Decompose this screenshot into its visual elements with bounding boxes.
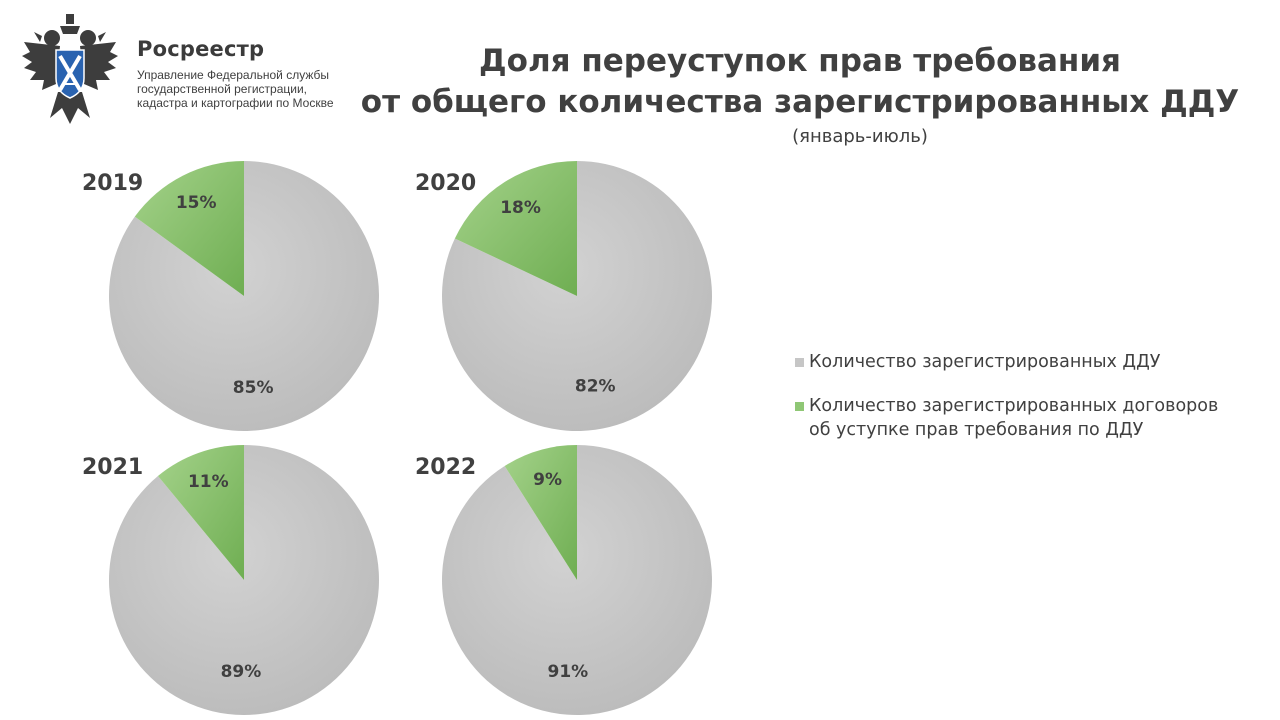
chart-title-2022: 2022 xyxy=(415,455,477,480)
brand-subtitle-line: кадастра и картографии по Москве xyxy=(137,96,334,110)
brand-subtitle-line: государственной регистрации, xyxy=(137,82,307,96)
pie-slice-assignment-2022 xyxy=(504,445,577,580)
chart-title-2021: 2021 xyxy=(82,455,144,480)
pie-label-assignment-2019: 15% xyxy=(176,193,217,213)
pie-slice-assignment-2019 xyxy=(134,161,244,296)
pie-label-ddu-2019: 85% xyxy=(233,378,274,398)
pie-slice-assignment-2020 xyxy=(454,161,577,296)
legend-item-assignment: Количество зарегистрированных договоров … xyxy=(795,394,1265,442)
legend-label: Количество зарегистрированных ДДУ xyxy=(809,352,1161,372)
pie-label-ddu-2022: 91% xyxy=(548,662,589,682)
legend-swatch-gray xyxy=(795,358,804,367)
chart-legend: Количество зарегистрированных ДДУ Количе… xyxy=(795,350,1265,462)
pie-label-assignment-2021: 11% xyxy=(188,472,229,492)
pie-label-ddu-2020: 82% xyxy=(575,376,616,396)
legend-label-line: Количество зарегистрированных договоров xyxy=(809,396,1219,416)
brand-name: Росреестр xyxy=(137,37,265,61)
brand-subtitle: Управление Федеральной службы государств… xyxy=(137,68,377,110)
pie-label-assignment-2022: 9% xyxy=(533,470,562,490)
pie-slice-ddu-2019 xyxy=(108,161,379,432)
chart-title-2019: 2019 xyxy=(82,171,144,196)
pie-label-assignment-2020: 18% xyxy=(500,198,541,218)
legend-swatch-green xyxy=(795,402,804,411)
slide-subtitle: (январь-июль) xyxy=(792,126,928,147)
slide-title-line-1: Доля переуступок прав требования xyxy=(479,43,1121,79)
legend-item-ddu: Количество зарегистрированных ДДУ xyxy=(795,350,1265,374)
chart-title-2020: 2020 xyxy=(415,171,477,196)
legend-label-line: об уступке прав требования по ДДУ xyxy=(809,420,1144,440)
pie-slice-assignment-2021 xyxy=(157,445,244,580)
brand-subtitle-line: Управление Федеральной службы xyxy=(137,68,329,82)
pie-slice-ddu-2021 xyxy=(109,444,380,716)
slide-title-line-2: от общего количества зарегистрированных … xyxy=(360,84,1240,120)
pie-label-ddu-2021: 89% xyxy=(221,662,262,682)
rosreestr-emblem-logo xyxy=(22,14,118,124)
